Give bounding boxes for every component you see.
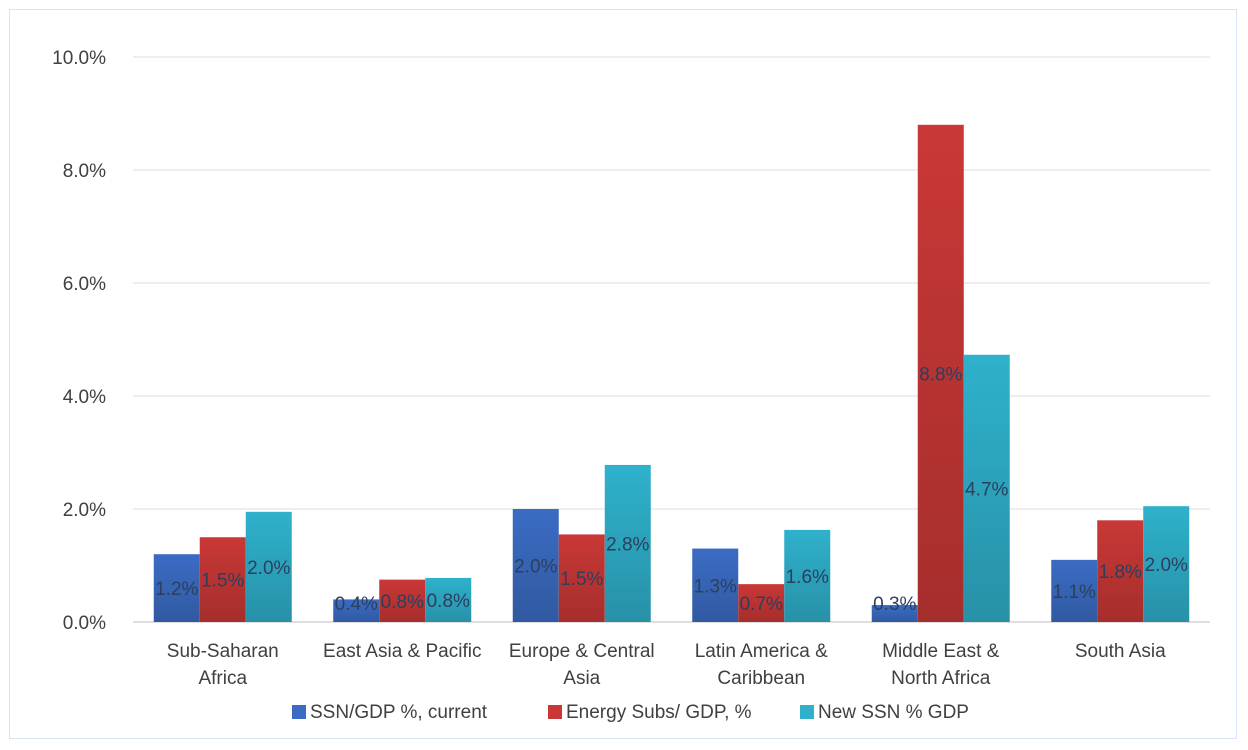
bar xyxy=(871,605,918,622)
data-label: 1.6% xyxy=(786,567,829,588)
data-label: 0.4% xyxy=(335,594,378,615)
data-label: 1.5% xyxy=(560,569,603,590)
data-label: 0.8% xyxy=(427,591,470,612)
bar xyxy=(1143,506,1190,622)
y-tick-label: 4.0% xyxy=(63,387,106,408)
bar xyxy=(917,124,964,623)
y-tick-label: 6.0% xyxy=(63,274,106,295)
x-category-label: Europe & Central xyxy=(509,641,655,662)
legend-swatch xyxy=(800,705,814,719)
data-label: 0.3% xyxy=(873,594,916,615)
bar xyxy=(738,584,785,622)
y-tick-label: 10.0% xyxy=(52,48,106,69)
data-label: 4.7% xyxy=(965,479,1008,500)
bar xyxy=(1097,520,1144,622)
x-category-label: South Asia xyxy=(1075,641,1166,662)
x-category-label: Asia xyxy=(563,668,600,689)
data-label: 1.3% xyxy=(694,576,737,597)
bar xyxy=(784,529,831,622)
y-tick-label: 2.0% xyxy=(63,500,106,521)
y-axis-ticks: 0.0% 2.0% 4.0% 6.0% 8.0% 10.0% xyxy=(52,48,106,634)
bar xyxy=(558,534,605,622)
data-label: 1.2% xyxy=(155,579,198,600)
data-labels: 1.2% 1.5%2.0%0.4% 0.8% 0.8%2.0%1.5%2.8%1.3%… xyxy=(155,364,1188,615)
legend-swatch xyxy=(292,705,306,719)
x-axis-categories: Sub-Saharan Africa East Asia & Pacific Euro… xyxy=(167,641,1166,689)
x-category-label: East Asia & Pacific xyxy=(323,641,481,662)
bar xyxy=(512,509,559,622)
data-label: 2.8% xyxy=(606,534,649,555)
legend-label: Energy Subs/ GDP, % xyxy=(566,702,752,723)
gridlines xyxy=(133,56,1210,623)
data-label: 2.0% xyxy=(514,557,557,578)
bar xyxy=(425,577,472,622)
data-label: 0.7% xyxy=(740,594,783,615)
legend-swatch xyxy=(548,705,562,719)
x-category-label: Latin America & xyxy=(695,641,828,662)
legend: SSN/GDP %, current Energy Subs/ GDP, % New… xyxy=(292,702,969,723)
bar xyxy=(379,579,426,622)
legend-label: New SSN % GDP xyxy=(818,702,969,723)
bar xyxy=(1051,559,1098,622)
legend-label: SSN/GDP %, current xyxy=(310,702,488,723)
data-label: 2.0% xyxy=(247,558,290,579)
bar xyxy=(153,554,200,622)
data-label: 1.8% xyxy=(1099,562,1142,583)
bars xyxy=(153,124,1190,623)
bar xyxy=(963,354,1010,622)
x-category-label: North Africa xyxy=(891,668,991,689)
x-category-label: Sub-Saharan xyxy=(167,641,279,662)
data-label: 8.8% xyxy=(919,364,962,385)
bar xyxy=(199,537,246,622)
bar xyxy=(604,464,651,622)
data-label: 0.8% xyxy=(381,592,424,613)
x-category-label: Caribbean xyxy=(717,668,805,689)
x-category-label: Africa xyxy=(198,668,247,689)
data-label: 1.5% xyxy=(201,571,244,592)
bar xyxy=(692,548,739,622)
chart-frame xyxy=(9,9,1237,739)
y-tick-label: 8.0% xyxy=(63,161,106,182)
bar xyxy=(245,511,292,622)
data-label: 1.1% xyxy=(1053,582,1096,603)
y-tick-label: 0.0% xyxy=(63,613,106,634)
data-label: 2.0% xyxy=(1145,555,1188,576)
x-category-label: Middle East & xyxy=(882,641,1000,662)
bar xyxy=(333,599,380,622)
